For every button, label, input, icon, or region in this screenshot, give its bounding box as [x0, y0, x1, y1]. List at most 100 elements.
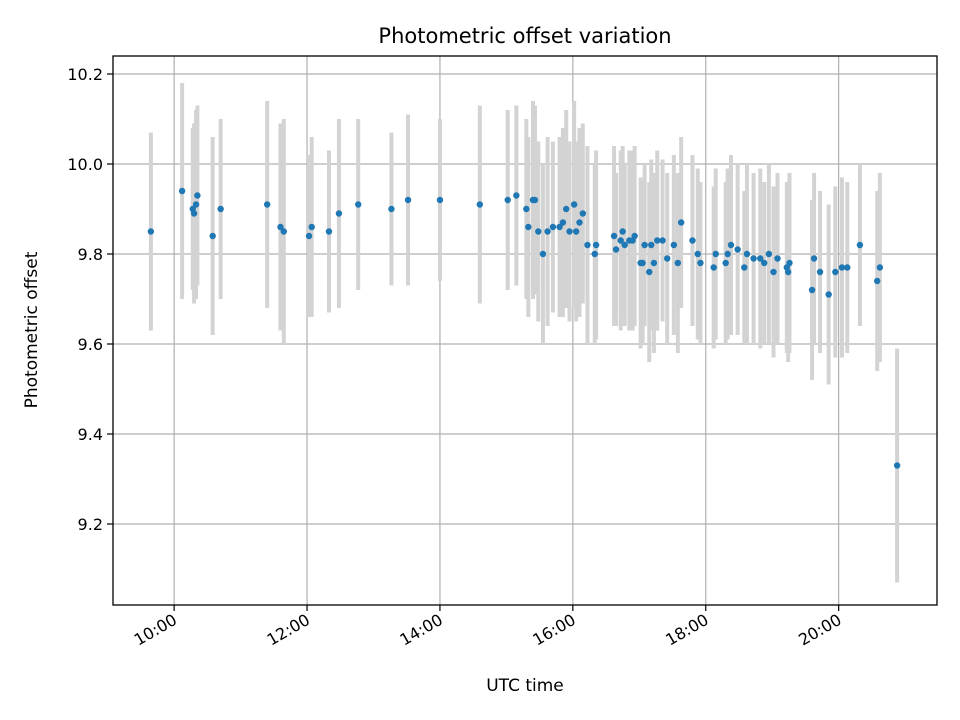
data-point: [566, 228, 573, 235]
data-point: [308, 223, 315, 231]
data-point: [190, 210, 198, 217]
data-point: [757, 255, 764, 262]
data-point: [670, 241, 678, 249]
y-tick-label: 9.2: [78, 515, 103, 534]
error-bars: [148, 83, 900, 583]
data-point: [513, 192, 520, 199]
data-point: [710, 264, 717, 271]
data-point: [856, 241, 864, 249]
data-point: [525, 223, 532, 231]
data-point: [549, 223, 557, 231]
data-point: [784, 268, 792, 276]
data-point: [576, 219, 583, 226]
data-point: [476, 201, 484, 208]
data-point: [765, 250, 773, 258]
data-point: [876, 264, 884, 271]
data-point: [832, 268, 839, 276]
data-point: [579, 210, 587, 217]
data-point: [838, 264, 846, 271]
data-point: [280, 228, 287, 235]
data-point: [677, 219, 685, 226]
data-point: [584, 241, 591, 249]
data-point: [617, 237, 624, 244]
data-point: [194, 192, 201, 199]
data-point: [563, 205, 570, 213]
data-point: [544, 228, 551, 235]
x-tick-label: 18:00: [662, 610, 711, 650]
y-axis-label: Photometric offset: [22, 251, 42, 408]
data-point: [619, 228, 626, 235]
data-point: [591, 250, 598, 258]
data-point: [355, 201, 362, 208]
data-point: [646, 268, 653, 276]
data-point: [761, 259, 768, 267]
data-point: [808, 286, 816, 294]
data-point: [570, 201, 578, 208]
data-point: [674, 259, 682, 267]
data-point: [192, 201, 200, 208]
data-point: [810, 255, 818, 262]
x-tick-label: 14:00: [397, 610, 446, 650]
data-point: [217, 205, 224, 213]
chart-title: Photometric offset variation: [378, 24, 671, 48]
x-tick-label: 16:00: [529, 610, 578, 650]
data-point: [664, 255, 671, 262]
data-point: [694, 250, 701, 258]
y-tick-label: 9.4: [78, 425, 103, 444]
data-point: [786, 259, 793, 267]
data-point: [741, 264, 748, 271]
data-point: [539, 250, 547, 258]
data-point: [610, 232, 618, 240]
data-point: [722, 259, 729, 267]
data-point: [147, 228, 155, 235]
data-point: [277, 223, 284, 231]
data-point: [650, 259, 658, 267]
data-points: [147, 187, 901, 469]
data-point: [388, 205, 395, 213]
data-point: [559, 219, 567, 226]
data-point: [631, 232, 638, 240]
data-point: [712, 250, 719, 258]
y-tick-label: 9.6: [78, 335, 103, 354]
data-point: [659, 237, 666, 244]
data-point: [592, 241, 600, 249]
x-tick-label: 20:00: [795, 610, 844, 650]
data-point: [654, 237, 661, 244]
x-tick-label: 10:00: [131, 610, 180, 650]
data-point: [750, 255, 757, 262]
data-point: [621, 241, 628, 249]
data-point: [404, 196, 412, 204]
data-point: [844, 264, 851, 271]
data-point: [734, 246, 741, 253]
data-point: [504, 196, 511, 204]
data-point: [689, 237, 696, 244]
data-point: [724, 250, 731, 258]
data-point: [535, 228, 542, 235]
data-point: [325, 228, 333, 235]
data-point: [531, 196, 539, 204]
data-point: [335, 210, 343, 217]
data-point: [825, 291, 832, 298]
x-axis-label: UTC time: [486, 676, 564, 696]
data-point: [305, 232, 313, 240]
y-tick-label: 9.8: [78, 245, 103, 264]
data-point: [263, 201, 271, 208]
data-point: [523, 205, 530, 213]
data-point: [873, 277, 881, 285]
data-point: [178, 187, 186, 195]
data-point: [612, 246, 620, 253]
y-tick-label: 10.0: [67, 155, 103, 174]
x-tick-label: 12:00: [264, 610, 313, 650]
data-point: [893, 462, 901, 469]
y-tick-label: 10.2: [67, 65, 103, 84]
data-point: [641, 241, 648, 249]
data-point: [648, 241, 655, 249]
data-point: [727, 241, 735, 249]
data-point: [743, 250, 751, 258]
data-point: [639, 259, 646, 267]
data-point: [556, 223, 563, 231]
data-point: [572, 228, 580, 235]
data-point: [774, 255, 781, 262]
data-point: [770, 268, 777, 276]
